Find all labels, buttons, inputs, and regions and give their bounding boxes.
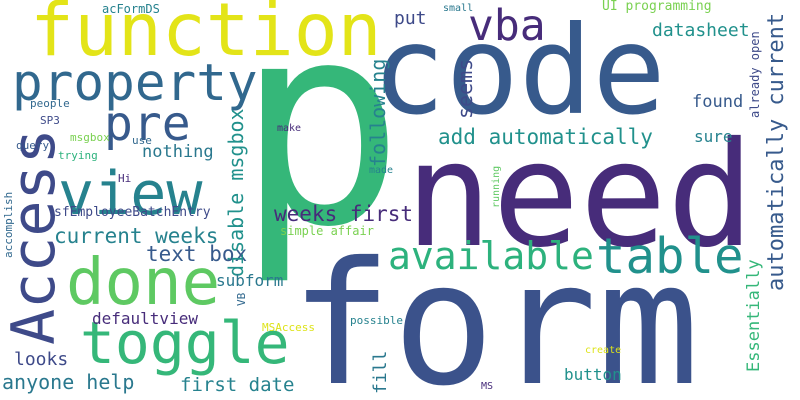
word-msaccess: MSAccess [262,321,315,334]
word-defaultview: defaultview [92,309,198,328]
word-query: query [16,139,50,152]
word-possible: possible [350,314,403,327]
word-text-box: text box [146,242,248,266]
word-function: function [30,0,382,73]
word-sp3: SP3 [40,114,60,127]
word-available: available [388,234,594,278]
word-sfemployeebatchentry: sfEmployeeBatchEntry [54,205,211,220]
word-fill: fill [370,350,391,394]
word-pre: pre [104,96,191,152]
word-essentially: Essentially [744,259,764,372]
word-form: form [290,226,700,400]
word-toggle: toggle [80,309,290,377]
word-small: small [443,3,474,14]
word-automatically-current: automatically current [764,12,789,291]
word-make: make [277,123,302,134]
word-simple-affair: simple affair [280,224,374,238]
word-nothing: nothing [142,142,214,162]
word-datasheet: datasheet [652,20,750,41]
word-vb: VB [235,292,248,306]
word-acformds: acFormDS [102,2,160,16]
word-looks: looks [14,349,69,370]
word-people: people [30,97,70,110]
word-put: put [394,8,427,29]
word-done: done [66,246,221,320]
word-made: made [369,165,394,176]
word-code: code [372,0,666,142]
word-need: need [405,111,755,280]
word-accomplish: accomplish [2,191,15,258]
word-use: use [132,134,152,147]
word-weeks-first: weeks first [274,202,414,226]
word-sure: sure [694,127,733,146]
word-ui-programming: UI programming [602,0,712,14]
word-add-automatically: add automatically [438,125,653,149]
word-property: property [12,54,258,113]
word-first-date: first date [180,374,295,396]
word-already-open: already open [748,31,762,118]
word-table: table [596,228,744,285]
word-subform: subform [216,271,284,290]
word-running: running [491,165,502,208]
word-button: button [564,365,622,384]
word-seems: seems [453,58,477,119]
word-p: p [236,0,405,289]
word-hi: Hi [118,172,132,185]
word-create: create [585,345,622,356]
word-vba: vba [468,1,546,51]
word-disable-msgbox: disable msgbox [224,108,248,277]
word-anyone-help: anyone help [2,370,135,394]
word-current-weeks: current weeks [54,224,219,248]
word-ms: MS [481,381,494,392]
word-msgbox: msgbox [70,131,110,144]
word-following: following [366,58,390,167]
word-view: view [58,159,203,229]
word-found: found [692,92,744,112]
word-trying: trying [58,149,98,162]
